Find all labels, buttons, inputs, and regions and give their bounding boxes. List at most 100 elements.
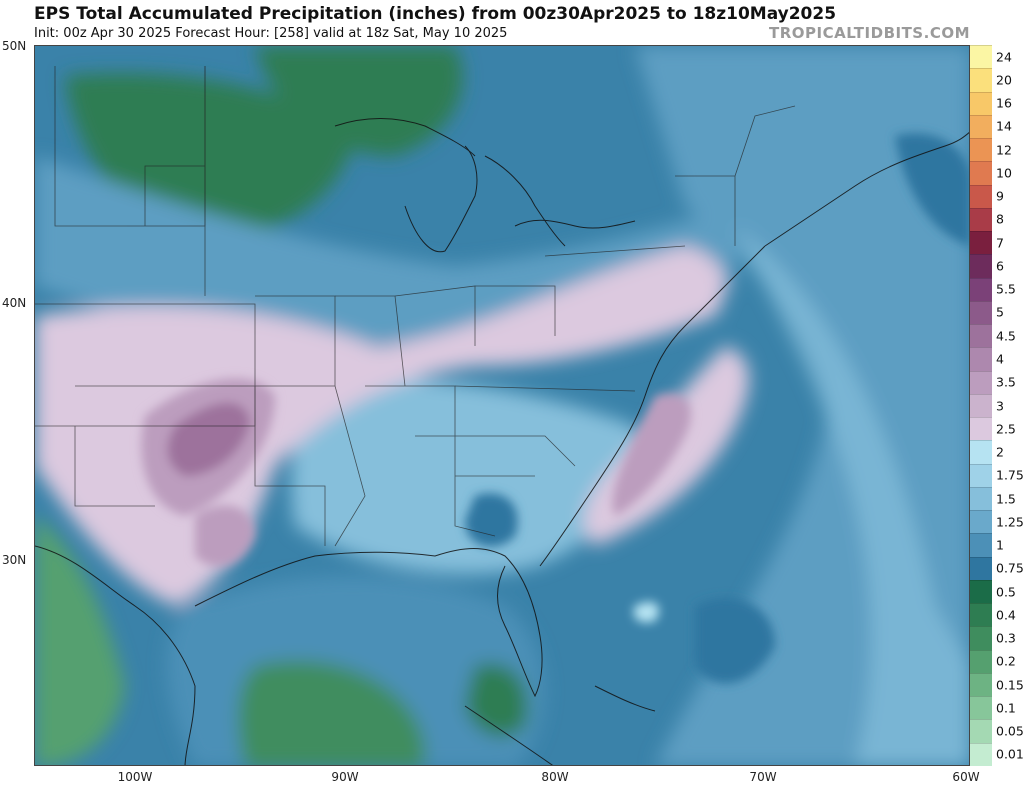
precip-region <box>35 516 125 765</box>
colorbar-label: 0.15 <box>996 677 1024 693</box>
colorbar-swatch <box>970 440 992 465</box>
state-border <box>254 386 326 546</box>
colorbar-label: 0.4 <box>996 607 1016 623</box>
colorbar-swatch <box>970 672 992 697</box>
colorbar-label: 10 <box>996 165 1012 181</box>
colorbar-label: 24 <box>996 49 1012 65</box>
colorbar-swatch <box>970 533 992 558</box>
colorbar-swatch <box>970 207 992 232</box>
colorbar-swatch <box>970 603 992 627</box>
precip-region <box>695 598 775 684</box>
colorbar-swatch <box>970 696 992 720</box>
lon-label-80w: 80W <box>541 770 569 784</box>
state-border <box>734 105 796 177</box>
colorbar-label: 0.3 <box>996 630 1016 646</box>
colorbar-swatch <box>970 184 992 209</box>
colorbar-label: 3.5 <box>996 374 1016 390</box>
colorbar-label: 4.5 <box>996 328 1016 344</box>
colorbar-swatch <box>970 579 992 604</box>
colorbar-swatch <box>970 324 992 348</box>
colorbar-swatch <box>970 231 992 255</box>
coastline <box>594 685 656 712</box>
state-border <box>475 285 556 336</box>
precip-region <box>238 660 425 765</box>
map-title: EPS Total Accumulated Precipitation (inc… <box>34 4 837 24</box>
colorbar-swatch <box>970 463 992 488</box>
precip-region <box>735 226 969 765</box>
precip-region <box>612 393 691 516</box>
lat-label-50n: 50N <box>2 39 27 53</box>
colorbar-label: 0.2 <box>996 653 1016 669</box>
colorbar-label: 2.5 <box>996 421 1016 437</box>
colorbar-label: 20 <box>996 72 1012 88</box>
colorbar-label: 5.5 <box>996 281 1016 297</box>
state-border <box>454 385 636 392</box>
state-border <box>544 245 686 257</box>
colorbar-label: 0.1 <box>996 700 1016 716</box>
colorbar-swatch <box>970 114 992 139</box>
colorbar-label: 5 <box>996 304 1004 320</box>
lon-label-60w: 60W <box>952 770 980 784</box>
coastline <box>539 245 766 567</box>
colorbar-label: 1 <box>996 537 1004 553</box>
state-border <box>35 303 256 427</box>
colorbar-swatch <box>970 556 992 581</box>
colorbar-swatch <box>970 719 992 744</box>
precip-region <box>291 376 639 574</box>
colorbar-swatch <box>970 370 992 395</box>
lon-label-70w: 70W <box>749 770 777 784</box>
colorbar-label: 6 <box>996 258 1004 274</box>
colorbar-label: 9 <box>996 188 1004 204</box>
colorbar-label: 7 <box>996 235 1004 251</box>
precip-region <box>195 505 255 567</box>
colorbar-label: 8 <box>996 211 1004 227</box>
colorbar-label: 0.75 <box>996 560 1024 576</box>
colorbar-label: 3 <box>996 398 1004 413</box>
lon-label-90w: 90W <box>331 770 359 784</box>
coastline <box>464 705 554 765</box>
colorbar-label: 0.5 <box>996 584 1016 600</box>
colorbar-label: 1.75 <box>996 467 1024 483</box>
lat-label-30n: 30N <box>2 553 27 567</box>
colorbar-label: 2 <box>996 444 1004 460</box>
colorbar-swatch <box>970 510 992 534</box>
lon-label-100w: 100W <box>117 770 153 784</box>
colorbar-swatch <box>970 486 992 511</box>
state-border <box>415 435 576 467</box>
coastline <box>484 155 566 247</box>
colorbar-swatch <box>970 161 992 186</box>
colorbar-swatch <box>970 277 992 302</box>
precip-region <box>465 664 528 737</box>
colorbar-label: 4 <box>996 351 1004 367</box>
colorbar-swatch <box>970 393 992 418</box>
coastline <box>404 145 478 253</box>
colorbar-label: 12 <box>996 142 1012 158</box>
precip-region <box>633 601 659 623</box>
colorbar-label: 14 <box>996 118 1012 134</box>
colorbar-swatch <box>970 742 992 767</box>
colorbar-swatch <box>970 91 992 116</box>
colorbar-swatch <box>970 300 992 325</box>
colorbar-swatch <box>970 138 992 162</box>
colorbar-label: 16 <box>996 95 1012 111</box>
state-border <box>144 165 205 226</box>
colorbar-swatch <box>970 347 992 372</box>
state-border <box>255 295 336 387</box>
coastline <box>764 132 969 247</box>
precipitation-colorbar: 24 20 16 14 12 10 9 8 7 6 5.5 5 4.5 4 3.5 3 2.5 2 1.75 1.5 1… <box>970 45 1024 767</box>
colorbar-swatch <box>970 68 992 92</box>
colorbar-label: 0.01 <box>996 746 1024 762</box>
colorbar-swatch <box>970 649 992 674</box>
brand-watermark[interactable]: TROPICALTIDBITS.COM <box>769 24 970 42</box>
coastline <box>334 118 476 157</box>
map-subtitle: Init: 00z Apr 30 2025 Forecast Hour: [25… <box>34 26 508 41</box>
coastline <box>514 219 636 229</box>
lat-label-40n: 40N <box>2 296 27 310</box>
colorbar-swatch <box>970 254 992 279</box>
coastline <box>194 548 543 698</box>
colorbar-label: 1.5 <box>996 491 1016 507</box>
colorbar-swatch <box>970 417 992 441</box>
state-border <box>74 426 155 507</box>
precip-region <box>895 133 969 246</box>
precip-region <box>255 46 463 156</box>
